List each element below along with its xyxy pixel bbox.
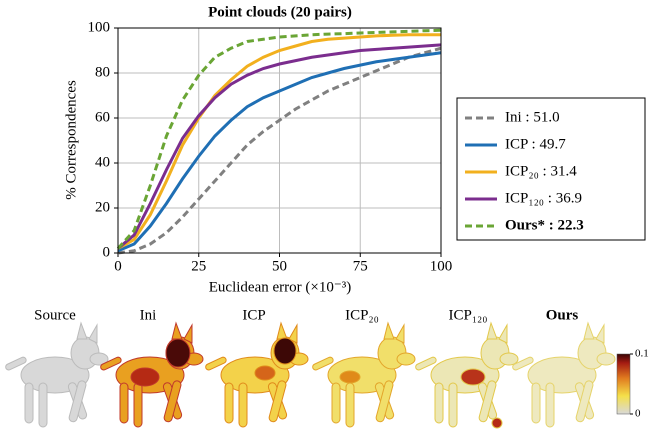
panel-label: Ours [546, 307, 579, 323]
y-tick-label: 40 [95, 154, 110, 170]
dog-icp [204, 322, 309, 428]
y-tick-label: 0 [103, 244, 111, 260]
panel-label: ICP₁₂₀ [448, 307, 487, 323]
legend-label: ICP₂₀ : 31.4 [505, 163, 577, 179]
series-line [117, 33, 441, 250]
legend: Ini : 51.0 ICP : 49.7 ICP₂₀ : 31.4 ICP₁₂₀ :… [465, 109, 584, 233]
x-tick-label: 75 [353, 258, 368, 274]
panel-label: Source [34, 307, 76, 323]
dog-ours [511, 322, 616, 428]
legend-box [456, 97, 646, 241]
panel-label: ICP [242, 307, 265, 323]
plot-area: 0 20 40 60 80 100 0 25 50 75 100 [88, 19, 453, 274]
series-line [117, 51, 442, 253]
plot-frame [117, 27, 442, 254]
series-line [116, 28, 442, 250]
x-tick-label: 25 [191, 258, 206, 274]
y-tick-label: 60 [95, 109, 110, 125]
colorbar-tick-label: 0 [635, 408, 641, 420]
dog-ini [99, 322, 204, 428]
y-tick-label: 100 [88, 19, 111, 35]
x-tick-label: 100 [430, 258, 453, 274]
y-tick-label: 80 [95, 64, 110, 80]
colorbar [616, 353, 631, 415]
y-axis-label: % Correspondences [63, 80, 79, 200]
series-line [117, 46, 442, 255]
series-line [117, 43, 442, 250]
colorbar-tick-label: 0.1 [635, 348, 649, 360]
x-tick-label: 0 [114, 258, 122, 274]
colorbar-ticks: 00.1 [630, 348, 649, 420]
dog-source [4, 322, 109, 428]
chart-title: Point clouds (20 pairs) [208, 4, 352, 20]
panel-label: Ini [140, 307, 157, 323]
legend-label: Ours* : 22.3 [505, 217, 584, 233]
panel-labels: Source Ini ICP ICP₂₀ ICP₁₂₀ Ours [34, 307, 578, 323]
dog-icp120 [414, 322, 519, 429]
dog-icp20 [311, 322, 416, 428]
y-tick-label: 20 [95, 199, 110, 215]
dog-panels [4, 322, 616, 429]
legend-label: ICP : 49.7 [505, 136, 566, 152]
legend-label: ICP₁₂₀ : 36.9 [505, 190, 582, 206]
x-axis-label: Euclidean error (×10⁻³) [209, 279, 351, 295]
legend-label: Ini : 51.0 [505, 109, 560, 125]
x-tick-label: 50 [272, 258, 287, 274]
panel-label: ICP₂₀ [345, 307, 379, 323]
